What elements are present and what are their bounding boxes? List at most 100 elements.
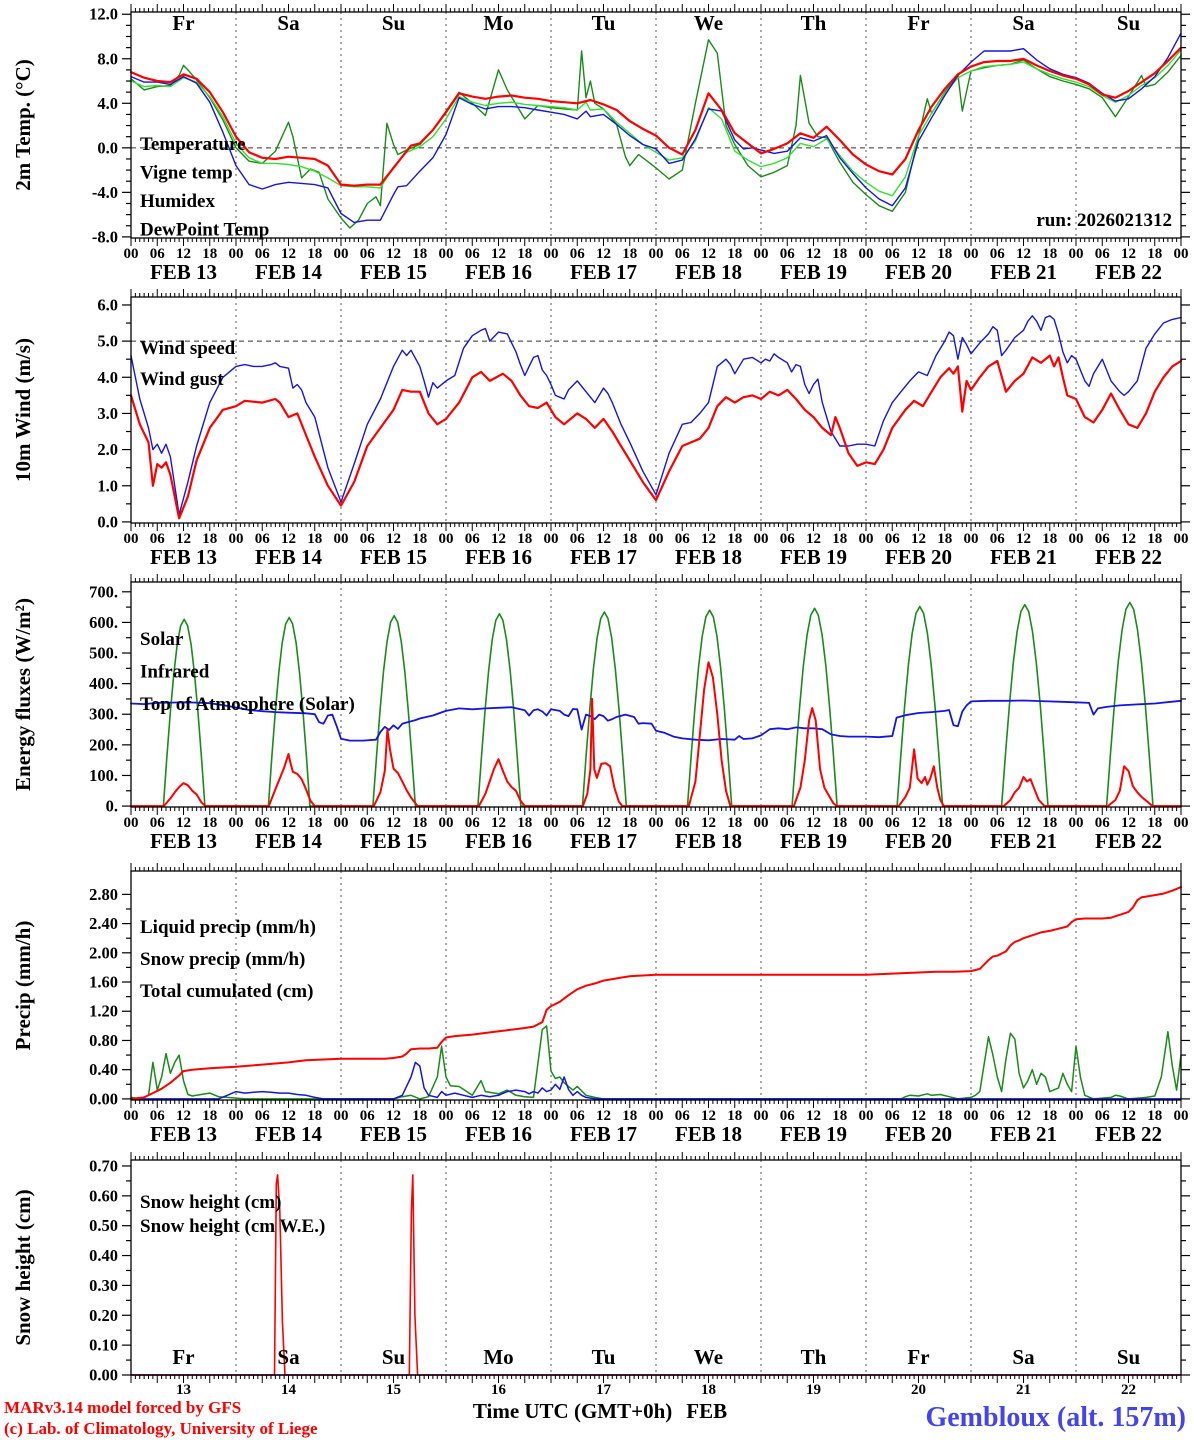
date-label: FEB 17 — [570, 829, 637, 853]
hour-label: 06 — [780, 1108, 796, 1124]
hour-label: 00 — [229, 531, 244, 547]
hour-label: 12 — [176, 531, 191, 547]
day-number: 17 — [596, 1382, 612, 1398]
y-tick-label: 600. — [89, 613, 118, 632]
hour-label: 12 — [596, 815, 611, 831]
legend-wind-speed: Wind speed — [140, 338, 236, 359]
hour-label: 06 — [780, 246, 796, 262]
panel-temperature: 12.0 8.0 4.0 0.0 -4.0 -8.0 2m Temp. (°C) 00 06 12… — [11, 4, 1190, 284]
hour-label: 06 — [150, 1108, 166, 1124]
date-label: FEB 17 — [570, 260, 637, 284]
hour-label: 06 — [255, 1108, 271, 1124]
hour-label: 18 — [517, 1108, 532, 1124]
hour-label: 12 — [1121, 246, 1136, 262]
date-label: FEB 14 — [255, 545, 323, 569]
y-tick-label: 200. — [89, 735, 118, 754]
hour-label: 18 — [832, 1108, 847, 1124]
hour-label: 12 — [1016, 1108, 1031, 1124]
panel-energy-fluxes: 700. 600. 500. 400. 300. 200. 100. 0. Energy flu… — [11, 574, 1190, 853]
hour-labels: 00 06 12 18 00 06 12 18 00 06 12 18 00 06 12 18 00 06 12 18… — [124, 1108, 1189, 1124]
date-label: FEB 16 — [465, 1122, 532, 1146]
hour-label: 00 — [859, 246, 874, 262]
hour-label: 18 — [517, 246, 532, 262]
legend-liquid-precip: Liquid precip (mm/h) — [140, 917, 316, 938]
y-axis-title: Snow height (cm) — [11, 1189, 35, 1345]
hour-label: 06 — [465, 531, 481, 547]
date-label: FEB 14 — [255, 260, 323, 284]
hour-label: 12 — [386, 815, 401, 831]
series-infrared — [130, 699, 1182, 742]
hour-label: 12 — [176, 246, 191, 262]
hour-label: 12 — [596, 1108, 611, 1124]
x-axis-title: Time UTC (GMT+0h) FEB — [400, 1399, 800, 1424]
hour-label: 00 — [649, 531, 664, 547]
series-temperature — [129, 46, 1183, 187]
hour-label: 00 — [964, 815, 979, 831]
hour-label: 00 — [544, 531, 559, 547]
hour-label: 06 — [1095, 815, 1111, 831]
day-number-labels: 13 14 15 16 17 18 19 20 21 22 — [176, 1382, 1136, 1398]
hour-label: 00 — [649, 1108, 664, 1124]
y-tick-label: 5.0 — [97, 332, 118, 351]
day-name: Fr — [907, 11, 929, 35]
hour-label: 06 — [675, 531, 691, 547]
y-tick-label: 4.0 — [97, 368, 118, 387]
series-solar — [130, 661, 1182, 808]
y-axis-title: Precip (mm/h) — [11, 921, 35, 1051]
y-ticks — [122, 13, 1190, 238]
day-gridlines — [235, 582, 1077, 807]
hour-label: 18 — [727, 246, 742, 262]
hour-label: 18 — [202, 1108, 217, 1124]
hour-label: 00 — [544, 1108, 559, 1124]
y-tick-label: 300. — [89, 705, 118, 724]
hour-label: 00 — [649, 815, 664, 831]
date-label: FEB 14 — [255, 829, 323, 853]
legend: Temperature Vigne temp Humidex DewPoint Tem… — [140, 134, 269, 241]
day-gridlines — [235, 12, 1077, 238]
hour-label: 12 — [491, 1108, 506, 1124]
y-tick-label: 2.00 — [89, 943, 118, 962]
legend-snow-height-cm: Snow height (cm) — [140, 1192, 281, 1213]
hour-label: 12 — [176, 1108, 191, 1124]
date-labels: FEB 13 FEB 14 FEB 15 FEB 16 FEB 17 FEB 18 FEB … — [150, 1122, 1162, 1146]
y-tick-label: 8.0 — [97, 49, 118, 68]
hour-label: 18 — [412, 815, 427, 831]
day-name: Fr — [172, 1345, 194, 1369]
y-tick-label: 2.40 — [89, 914, 118, 933]
hour-label: 18 — [937, 246, 952, 262]
x-ticks — [130, 863, 1182, 1108]
date-label: FEB 15 — [360, 545, 427, 569]
hour-label: 06 — [990, 1108, 1006, 1124]
hour-label: 18 — [202, 815, 217, 831]
model-credit-line2: (c) Lab. of Climatology, University of L… — [4, 1419, 318, 1438]
day-name: We — [694, 1345, 723, 1369]
date-label: FEB 13 — [150, 829, 217, 853]
hour-label: 12 — [386, 246, 401, 262]
hour-label: 06 — [675, 246, 691, 262]
month-label: FEB — [686, 1399, 728, 1423]
hour-labels: 00 06 12 18 00 06 12 18 00 06 12 18 00 06 12 18 00 06 12 18… — [124, 246, 1189, 262]
hour-label: 18 — [832, 531, 847, 547]
hour-label: 06 — [360, 246, 376, 262]
y-tick-label: 0.50 — [89, 1216, 118, 1235]
hour-label: 12 — [1121, 815, 1136, 831]
date-labels: FEB 13 FEB 14 FEB 15 FEB 16 FEB 17 FEB 18 FEB … — [150, 545, 1162, 569]
hour-label: 12 — [1016, 246, 1031, 262]
y-tick-label: 3.0 — [97, 404, 118, 423]
y-tick-label: 1.20 — [89, 1002, 118, 1021]
day-name: Su — [382, 1345, 406, 1369]
hour-label: 18 — [937, 531, 952, 547]
legend-snow-precip: Snow precip (mm/h) — [140, 949, 305, 970]
y-tick-label: 1.60 — [89, 973, 118, 992]
hour-label: 12 — [701, 1108, 716, 1124]
hour-label: 18 — [1147, 1108, 1162, 1124]
hour-label: 00 — [124, 246, 139, 262]
y-ticks — [122, 591, 1190, 807]
run-label: run: 2026021312 — [1036, 210, 1172, 231]
hour-label: 06 — [570, 815, 586, 831]
day-number: 14 — [281, 1382, 297, 1398]
date-label: FEB 15 — [360, 260, 427, 284]
y-tick-labels: 0.70 0.60 0.50 0.40 0.30 0.20 0.10 0.00 — [89, 1156, 118, 1384]
date-label: FEB 16 — [465, 829, 532, 853]
legend-dewpoint-temp: DewPoint Temp — [140, 220, 269, 241]
